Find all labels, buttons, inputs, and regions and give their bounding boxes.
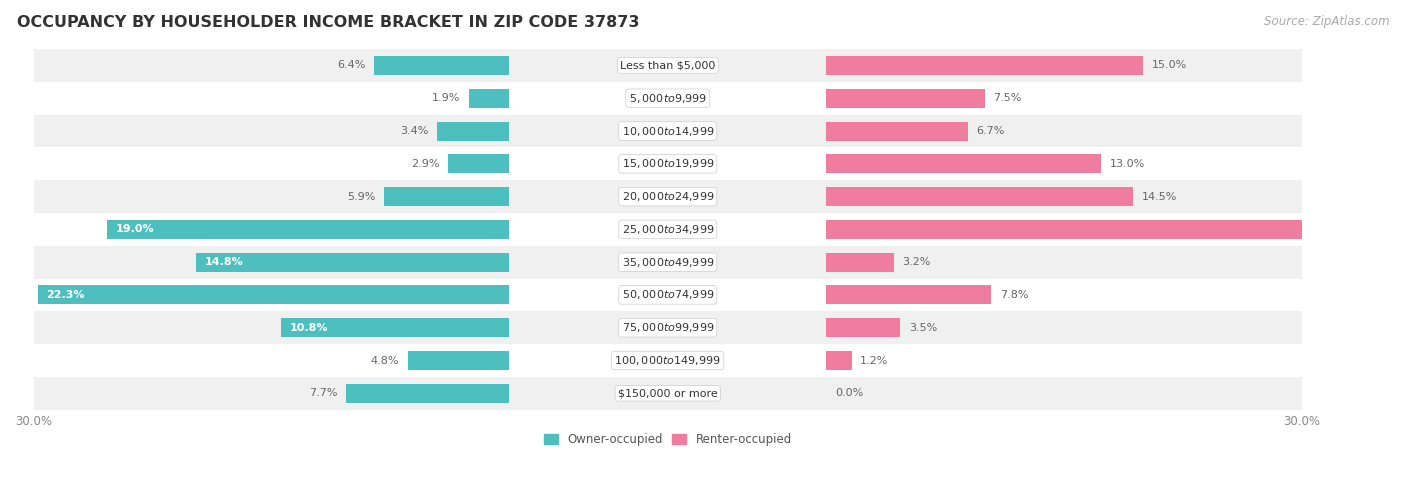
Bar [408,351,509,370]
Bar [34,377,1302,410]
Text: $10,000 to $14,999: $10,000 to $14,999 [621,125,714,137]
Text: $5,000 to $9,999: $5,000 to $9,999 [628,92,707,105]
Text: $15,000 to $19,999: $15,000 to $19,999 [621,157,714,170]
Text: 5.9%: 5.9% [347,191,375,202]
Text: 2.9%: 2.9% [411,159,440,169]
Bar [827,89,984,108]
Bar [470,89,509,108]
Bar [34,246,1302,279]
Bar [34,82,1302,114]
Text: $75,000 to $99,999: $75,000 to $99,999 [621,321,714,334]
Text: OCCUPANCY BY HOUSEHOLDER INCOME BRACKET IN ZIP CODE 37873: OCCUPANCY BY HOUSEHOLDER INCOME BRACKET … [17,15,640,30]
Bar [827,187,1133,206]
Bar [827,318,900,337]
Text: 14.5%: 14.5% [1142,191,1177,202]
Bar [34,213,1302,246]
Text: Source: ZipAtlas.com: Source: ZipAtlas.com [1264,15,1389,28]
Text: 1.9%: 1.9% [432,94,461,103]
Text: $35,000 to $49,999: $35,000 to $49,999 [621,256,714,269]
Text: 6.4%: 6.4% [337,60,366,71]
Bar [34,311,1302,344]
Bar [34,180,1302,213]
Text: 7.8%: 7.8% [1000,290,1028,300]
Text: 13.0%: 13.0% [1109,159,1144,169]
Bar [827,351,852,370]
Text: 1.2%: 1.2% [860,356,889,366]
Text: $100,000 to $149,999: $100,000 to $149,999 [614,354,721,367]
Bar [827,56,1143,75]
Bar [827,253,894,272]
Legend: Owner-occupied, Renter-occupied: Owner-occupied, Renter-occupied [538,428,797,450]
Text: $25,000 to $34,999: $25,000 to $34,999 [621,223,714,236]
Text: 3.2%: 3.2% [903,257,931,267]
Bar [34,344,1302,377]
Text: 15.0%: 15.0% [1152,60,1187,71]
Bar [107,220,509,239]
Bar [827,285,991,304]
Text: $150,000 or more: $150,000 or more [617,388,717,398]
Text: 22.3%: 22.3% [46,290,84,300]
Bar [197,253,509,272]
Text: 6.7%: 6.7% [976,126,1005,136]
Bar [34,49,1302,82]
Bar [827,220,1406,239]
Text: 14.8%: 14.8% [205,257,243,267]
Text: 0.0%: 0.0% [835,388,863,398]
Bar [384,187,509,206]
Text: $50,000 to $74,999: $50,000 to $74,999 [621,288,714,301]
Bar [34,148,1302,180]
Text: 10.8%: 10.8% [290,323,328,333]
Bar [34,279,1302,311]
Bar [827,122,967,141]
Bar [449,154,509,173]
Bar [374,56,509,75]
Text: 7.5%: 7.5% [994,94,1022,103]
Text: 27.8%: 27.8% [1367,225,1406,234]
Text: 4.8%: 4.8% [371,356,399,366]
Text: 19.0%: 19.0% [115,225,155,234]
Bar [34,114,1302,148]
Bar [346,384,509,403]
Bar [827,154,1101,173]
Text: Less than $5,000: Less than $5,000 [620,60,716,71]
Text: 3.4%: 3.4% [401,126,429,136]
Bar [38,285,509,304]
Text: 7.7%: 7.7% [309,388,337,398]
Bar [281,318,509,337]
Text: 3.5%: 3.5% [908,323,936,333]
Text: $20,000 to $24,999: $20,000 to $24,999 [621,190,714,203]
Bar [437,122,509,141]
